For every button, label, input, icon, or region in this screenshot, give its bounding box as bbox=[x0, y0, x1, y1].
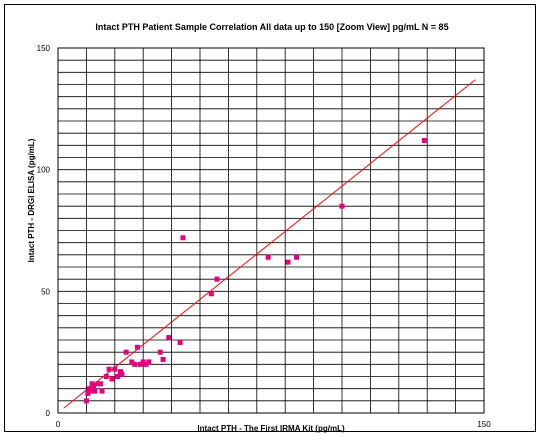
data-point bbox=[106, 366, 112, 372]
data-point bbox=[180, 235, 186, 241]
data-point bbox=[208, 291, 214, 297]
data-point bbox=[92, 388, 98, 394]
chart-title: Intact PTH Patient Sample Correlation Al… bbox=[95, 22, 449, 32]
data-points bbox=[83, 137, 427, 404]
data-point bbox=[214, 276, 220, 282]
data-point bbox=[129, 359, 135, 365]
data-point bbox=[140, 359, 146, 365]
data-point bbox=[98, 381, 104, 387]
y-axis-label: Intact PTH - DRGI ELISA (pg/mL) bbox=[27, 138, 36, 262]
x-tick-label: 0 bbox=[56, 420, 61, 429]
data-point bbox=[421, 137, 427, 143]
data-point bbox=[83, 398, 89, 404]
plot-area bbox=[57, 47, 485, 414]
data-point bbox=[265, 254, 271, 260]
data-point bbox=[91, 383, 96, 389]
data-point bbox=[135, 344, 141, 350]
grid-lines bbox=[58, 48, 484, 413]
regression-line bbox=[63, 79, 476, 409]
data-point bbox=[119, 371, 125, 377]
data-point bbox=[88, 388, 94, 394]
data-point bbox=[123, 349, 129, 355]
y-tick-label: 150 bbox=[37, 44, 51, 53]
data-point bbox=[85, 391, 91, 397]
data-point bbox=[146, 359, 152, 365]
data-point bbox=[103, 374, 109, 379]
data-point bbox=[285, 259, 291, 265]
data-point bbox=[109, 376, 115, 382]
data-point bbox=[166, 335, 172, 341]
data-point bbox=[99, 388, 105, 394]
data-point bbox=[339, 203, 345, 209]
y-tick-label: 100 bbox=[37, 166, 51, 175]
tick-labels: 0 150 0 50 100 150 bbox=[37, 44, 492, 429]
data-point bbox=[95, 381, 101, 387]
data-point bbox=[115, 374, 121, 379]
data-point bbox=[160, 356, 166, 362]
y-tick-label: 50 bbox=[41, 287, 50, 296]
data-point bbox=[177, 339, 183, 345]
data-point bbox=[294, 254, 300, 260]
y-tick-label: 0 bbox=[46, 409, 51, 418]
data-point bbox=[132, 361, 138, 367]
data-point bbox=[143, 361, 149, 367]
data-point bbox=[137, 361, 143, 367]
data-point bbox=[112, 366, 118, 372]
x-axis-label: Intact PTH - The First IRMA Kit (pg/mL) bbox=[197, 424, 345, 433]
data-point bbox=[157, 349, 163, 355]
x-tick-label: 150 bbox=[477, 420, 491, 429]
